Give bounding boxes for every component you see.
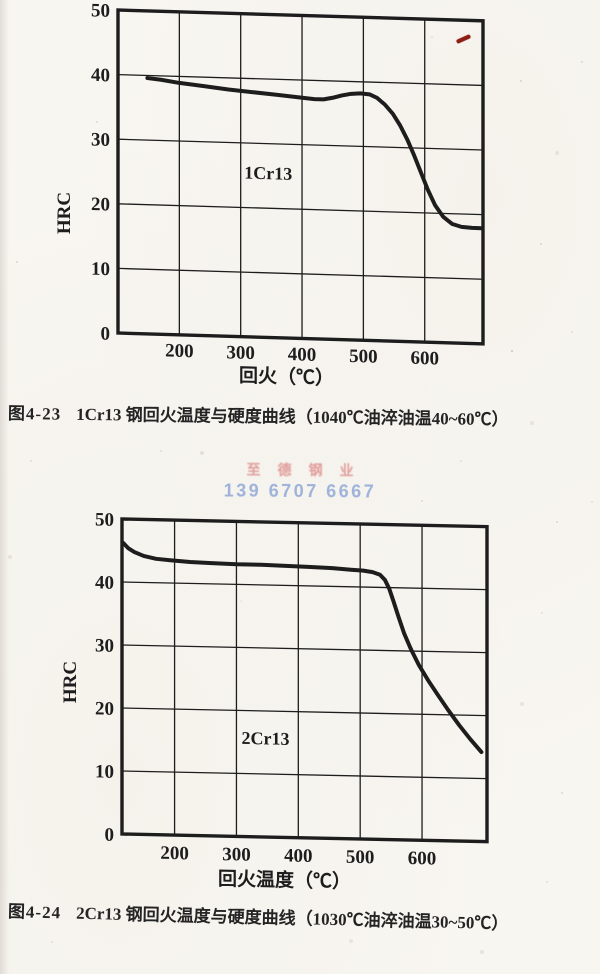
y-tick-label: 30 (95, 635, 114, 656)
figure-4-24: 2Cr13 200 300 400 500 600 0 10 20 30 40 50 回火温度（℃） HR… (0, 505, 600, 900)
figure-number: 图4-24 (7, 902, 62, 923)
figure-number: 图4-23 (7, 404, 62, 424)
y-tick-label: 40 (91, 65, 110, 87)
y-tick-label: 20 (91, 194, 110, 216)
y-tick-label: 0 (101, 323, 110, 344)
y-gridline (118, 267, 483, 280)
y-gridline (122, 770, 487, 780)
y-tick-label: 50 (91, 0, 110, 22)
figure-4-24-caption: 图4-24 2Cr13 钢回火温度与硬度曲线（1030℃油淬油温30~50℃） (8, 897, 509, 934)
y-tick-label: 50 (95, 509, 114, 530)
x-tick-label: 500 (349, 346, 377, 368)
tempering-hardness-chart-2cr13: 2Cr13 200 300 400 500 600 0 10 20 30 40 50 回火温度（℃） HR… (60, 509, 489, 893)
figure-title: 2Cr13 钢回火温度与硬度曲线（1030℃油淬油温30~50℃） (75, 903, 509, 934)
figure-4-23-caption: 图4-23 1Cr13 钢回火温度与硬度曲线（1040℃油淬油温40~60℃） (8, 399, 509, 430)
x-tick-label: 200 (165, 340, 193, 362)
x-tick-label: 300 (222, 844, 250, 866)
y-gridline (122, 581, 487, 591)
plot-border (120, 517, 489, 844)
tempering-hardness-chart-1cr13: 1Cr13 200 300 400 500 600 0 10 20 30 40 50 回火（℃） HRC (54, 0, 485, 390)
curve-label: 2Cr13 (242, 728, 290, 749)
x-tick-label: 400 (288, 344, 316, 366)
hardness-curve (121, 540, 484, 755)
x-tick-label: 600 (410, 348, 438, 370)
y-axis-title: HRC (60, 661, 81, 703)
hardness-curve (145, 76, 484, 231)
y-gridline (122, 644, 487, 654)
curve-label: 1Cr13 (244, 162, 292, 183)
y-tick-label: 10 (95, 761, 114, 782)
x-axis-title: 回火（℃） (239, 364, 334, 390)
x-tick-label: 300 (226, 342, 254, 364)
plot-border (116, 8, 485, 346)
y-gridline (122, 707, 487, 717)
y-axis-title: HRC (54, 192, 75, 234)
y-tick-label: 30 (91, 129, 110, 151)
watermark-company-name: 至德钢业 (246, 461, 371, 479)
y-tick-label: 10 (91, 259, 110, 281)
x-tick-label: 400 (284, 845, 312, 867)
y-tick-label: 40 (95, 572, 114, 593)
x-axis-title: 回火温度（℃） (218, 867, 351, 893)
x-tick-label: 600 (408, 848, 436, 870)
x-tick-label: 500 (346, 847, 374, 869)
watermark-phone-number: 139 6707 6667 (223, 480, 377, 502)
x-tick-label: 200 (160, 843, 188, 865)
y-gridline (118, 73, 483, 87)
y-gridline (118, 138, 483, 151)
y-gridline (118, 203, 483, 216)
figure-4-23: 1Cr13 200 300 400 500 600 0 10 20 30 40 50 回火（℃） HRC (0, 0, 600, 400)
supplier-watermark: 至德钢业 139 6707 6667 (0, 458, 600, 504)
y-tick-label: 20 (95, 698, 114, 719)
y-tick-label: 0 (105, 825, 114, 846)
figure-title: 1Cr13 钢回火温度与硬度曲线（1040℃油淬油温40~60℃） (76, 404, 509, 430)
